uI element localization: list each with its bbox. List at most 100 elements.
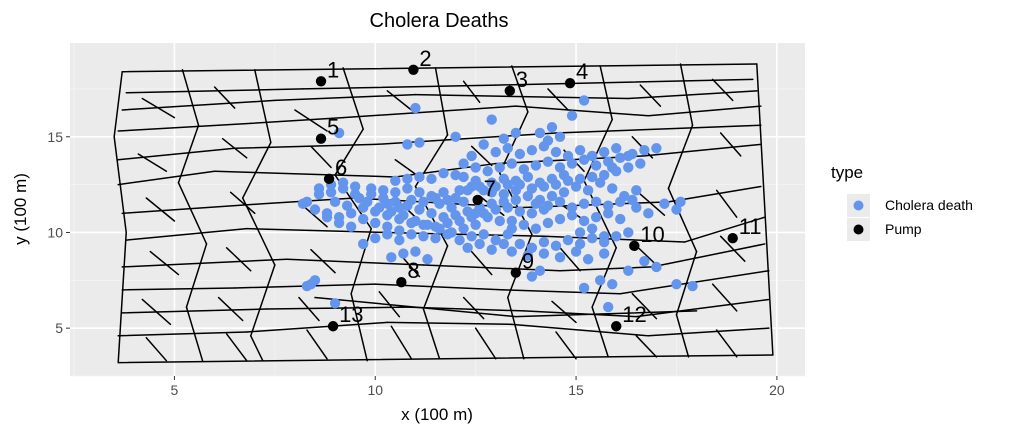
legend-label-death: Cholera death bbox=[885, 197, 973, 213]
street-segment bbox=[591, 306, 609, 358]
death-point bbox=[570, 181, 582, 192]
street-segment bbox=[647, 327, 770, 337]
street-segment bbox=[390, 325, 413, 360]
y-tick-label: 5 bbox=[55, 320, 63, 336]
x-tick-label: 20 bbox=[769, 382, 785, 398]
pump-point bbox=[727, 233, 738, 244]
cholera-death-points bbox=[297, 95, 698, 313]
death-point bbox=[546, 190, 558, 202]
death-point bbox=[470, 219, 481, 231]
street-segment bbox=[137, 153, 168, 172]
street-segment bbox=[125, 88, 304, 94]
pump-point bbox=[504, 85, 515, 97]
death-point bbox=[651, 143, 662, 154]
death-point bbox=[345, 221, 357, 232]
legend-label-pump: Pump bbox=[885, 221, 922, 237]
death-point bbox=[458, 171, 469, 183]
death-point bbox=[566, 110, 578, 121]
street-segment bbox=[523, 310, 638, 318]
death-point bbox=[478, 185, 489, 196]
street-segment bbox=[511, 65, 529, 113]
street-segment bbox=[499, 111, 529, 174]
death-point bbox=[566, 158, 578, 169]
pump-point bbox=[629, 240, 640, 252]
street-segment bbox=[245, 321, 389, 333]
death-point bbox=[582, 185, 594, 196]
death-point bbox=[466, 150, 477, 162]
pump-label: 10 bbox=[640, 222, 664, 247]
street-segment bbox=[639, 193, 666, 216]
death-point bbox=[514, 179, 526, 190]
death-point bbox=[554, 196, 566, 208]
death-point bbox=[506, 215, 518, 227]
death-point bbox=[321, 211, 333, 223]
death-point bbox=[394, 202, 405, 213]
street-segment bbox=[551, 300, 577, 324]
street-segment bbox=[474, 327, 497, 360]
death-point bbox=[490, 234, 501, 246]
death-point bbox=[450, 169, 461, 181]
street-segment bbox=[374, 283, 505, 291]
death-point bbox=[450, 192, 461, 204]
pump-label: 6 bbox=[335, 155, 347, 180]
death-point bbox=[671, 204, 682, 215]
street-segment bbox=[125, 227, 248, 241]
death-point bbox=[337, 177, 349, 188]
death-point bbox=[542, 135, 554, 146]
death-point bbox=[410, 246, 421, 257]
death-point bbox=[458, 223, 469, 234]
street-segment bbox=[462, 80, 481, 104]
street-segment bbox=[274, 93, 417, 102]
death-point bbox=[554, 162, 566, 173]
death-point bbox=[639, 144, 650, 156]
death-point bbox=[478, 139, 489, 150]
death-point bbox=[490, 204, 501, 215]
pump-label: 12 bbox=[622, 302, 646, 327]
death-point bbox=[538, 236, 550, 248]
street-segment bbox=[249, 264, 276, 337]
street-segment bbox=[627, 90, 758, 100]
street-segment bbox=[350, 292, 368, 362]
death-point bbox=[370, 206, 381, 217]
death-point bbox=[590, 196, 602, 208]
street-segment bbox=[254, 69, 272, 144]
death-point bbox=[442, 217, 453, 229]
death-point bbox=[414, 171, 425, 183]
death-point bbox=[370, 217, 381, 229]
death-point bbox=[643, 208, 654, 219]
pump-label: 3 bbox=[516, 67, 528, 92]
death-point bbox=[518, 219, 530, 231]
death-point bbox=[438, 167, 449, 179]
death-point bbox=[454, 215, 465, 227]
death-point bbox=[582, 254, 594, 265]
street-segment bbox=[181, 69, 200, 127]
death-point bbox=[366, 183, 377, 194]
death-point bbox=[598, 169, 610, 181]
street-segment bbox=[117, 331, 248, 337]
street-segment bbox=[286, 258, 425, 266]
death-point bbox=[578, 215, 590, 227]
legend-key-death bbox=[853, 200, 864, 211]
death-point bbox=[414, 204, 425, 215]
death-point bbox=[510, 127, 522, 139]
x-tick-label: 10 bbox=[367, 382, 383, 398]
death-point bbox=[514, 206, 526, 217]
street-segment bbox=[675, 250, 698, 316]
street-segment bbox=[555, 124, 762, 134]
street-segment bbox=[434, 67, 449, 136]
street-segment bbox=[177, 181, 208, 245]
pump-label: 5 bbox=[327, 115, 339, 140]
street-map bbox=[113, 63, 774, 364]
street-segment bbox=[229, 191, 256, 215]
y-axis-title: y (100 m) bbox=[11, 173, 30, 245]
street-segment bbox=[547, 88, 569, 111]
street-segment bbox=[117, 147, 236, 161]
street-segment bbox=[217, 296, 244, 322]
chart-title: Cholera Deaths bbox=[370, 10, 509, 32]
death-point bbox=[382, 221, 393, 232]
street-segment bbox=[185, 306, 204, 362]
death-point bbox=[554, 131, 566, 142]
death-point bbox=[502, 143, 513, 154]
death-point bbox=[611, 143, 622, 154]
